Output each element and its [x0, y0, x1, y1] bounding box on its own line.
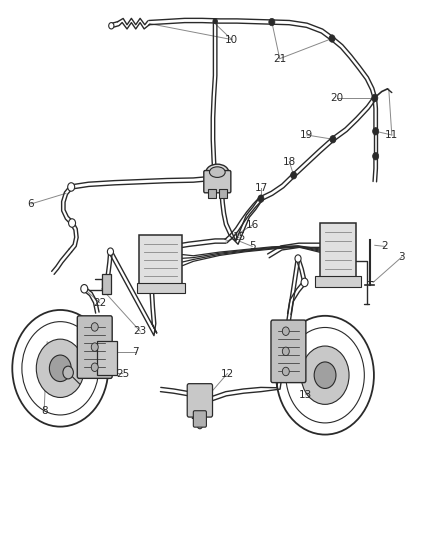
- Bar: [102, 274, 111, 294]
- Ellipse shape: [209, 167, 225, 177]
- Text: 7: 7: [132, 348, 139, 358]
- Text: 12: 12: [220, 369, 233, 378]
- Text: 25: 25: [116, 369, 129, 378]
- Circle shape: [212, 18, 217, 23]
- Bar: [207, 189, 215, 198]
- Circle shape: [107, 248, 113, 255]
- Circle shape: [314, 362, 335, 389]
- Circle shape: [91, 322, 98, 331]
- Text: 23: 23: [133, 326, 146, 336]
- FancyBboxPatch shape: [77, 316, 112, 378]
- Circle shape: [63, 366, 73, 379]
- FancyBboxPatch shape: [319, 223, 356, 278]
- Ellipse shape: [205, 164, 228, 180]
- Circle shape: [68, 219, 75, 227]
- Circle shape: [109, 22, 114, 29]
- Text: 5: 5: [248, 241, 255, 252]
- Text: 8: 8: [41, 406, 47, 416]
- FancyBboxPatch shape: [97, 341, 116, 375]
- Circle shape: [282, 327, 289, 335]
- Text: 10: 10: [225, 35, 238, 45]
- Circle shape: [290, 172, 296, 179]
- Bar: [136, 284, 184, 293]
- Text: 11: 11: [384, 130, 398, 140]
- Circle shape: [372, 127, 378, 135]
- Text: 20: 20: [330, 93, 343, 103]
- Circle shape: [300, 346, 348, 405]
- Text: 21: 21: [272, 54, 286, 63]
- FancyBboxPatch shape: [193, 411, 206, 427]
- Text: 2: 2: [380, 241, 387, 252]
- Text: 26: 26: [190, 411, 203, 421]
- Text: 17: 17: [254, 183, 267, 193]
- Circle shape: [282, 347, 289, 356]
- Circle shape: [197, 422, 202, 429]
- Circle shape: [294, 255, 300, 262]
- Circle shape: [67, 183, 74, 191]
- Circle shape: [36, 339, 84, 398]
- Circle shape: [257, 195, 263, 203]
- Text: 19: 19: [300, 130, 313, 140]
- Circle shape: [268, 18, 274, 26]
- Circle shape: [329, 135, 335, 143]
- Circle shape: [282, 367, 289, 376]
- Circle shape: [81, 285, 88, 293]
- FancyBboxPatch shape: [203, 171, 230, 193]
- Circle shape: [91, 343, 98, 351]
- FancyBboxPatch shape: [270, 320, 305, 383]
- Text: 13: 13: [299, 390, 312, 400]
- Circle shape: [371, 94, 377, 102]
- Text: 6: 6: [28, 199, 34, 209]
- Text: 16: 16: [245, 220, 258, 230]
- Bar: [315, 276, 360, 287]
- Circle shape: [328, 35, 334, 42]
- FancyBboxPatch shape: [138, 235, 182, 286]
- Text: 1: 1: [166, 241, 172, 252]
- Circle shape: [300, 278, 307, 287]
- Circle shape: [91, 363, 98, 372]
- Text: 22: 22: [93, 297, 106, 308]
- Text: 3: 3: [398, 252, 404, 262]
- Circle shape: [372, 152, 378, 160]
- Text: 15: 15: [232, 232, 245, 243]
- FancyBboxPatch shape: [187, 384, 212, 417]
- Circle shape: [49, 355, 71, 382]
- Text: 18: 18: [282, 157, 295, 166]
- Bar: [219, 189, 226, 198]
- Text: 4: 4: [166, 263, 172, 272]
